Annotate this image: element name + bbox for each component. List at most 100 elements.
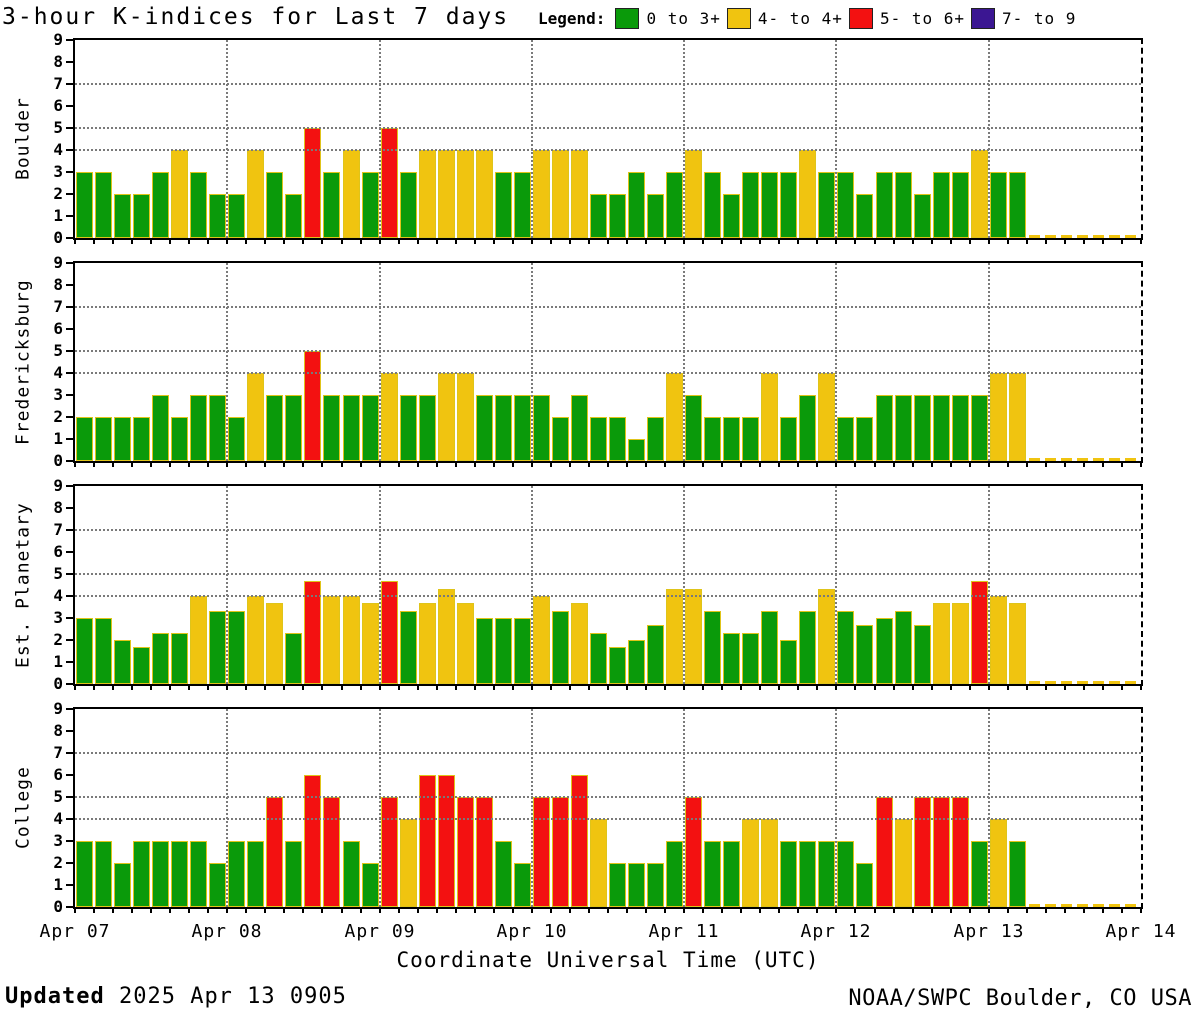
x-axis-minor-tick — [93, 909, 95, 913]
x-axis-minor-tick — [931, 686, 933, 690]
legend-item: 7- to 9 — [971, 8, 1076, 29]
y-axis-tick-label: 0 — [53, 674, 63, 693]
k-index-bar — [476, 618, 493, 684]
legend-swatch — [726, 8, 751, 29]
gridline-day-boundary — [531, 486, 533, 684]
x-axis-minor-tick — [131, 909, 133, 913]
y-axis-tick — [66, 438, 73, 440]
k-index-bar — [438, 589, 455, 684]
k-index-bar — [914, 797, 931, 907]
x-axis-minor-tick — [1121, 240, 1123, 244]
k-index-bar — [533, 596, 550, 684]
plot-border — [73, 38, 75, 240]
y-axis-tick — [66, 573, 73, 575]
gridline-day-boundary — [531, 263, 533, 461]
k-index-bar — [761, 819, 778, 907]
x-axis-minor-tick — [226, 909, 228, 913]
gridline-day-boundary — [226, 486, 228, 684]
panel-label-college: College — [12, 766, 34, 850]
x-axis-minor-tick — [188, 240, 190, 244]
y-axis-tick — [66, 61, 73, 63]
x-axis-minor-tick — [264, 463, 266, 467]
y-axis-tick-label: 7 — [53, 74, 63, 93]
x-axis-minor-tick — [645, 463, 647, 467]
x-axis-minor-tick — [645, 240, 647, 244]
y-axis-tick — [66, 237, 73, 239]
x-axis-minor-tick — [607, 909, 609, 913]
legend-item-label: 0 to 3+ — [646, 9, 721, 28]
y-axis-tick-label: 6 — [53, 96, 63, 115]
x-axis-minor-tick — [626, 463, 628, 467]
y-axis-tick-label: 2 — [53, 853, 63, 872]
x-axis-minor-tick — [360, 240, 362, 244]
k-index-bar — [343, 841, 360, 907]
k-index-bar — [723, 194, 740, 238]
x-axis-minor-tick — [816, 909, 818, 913]
plot-border — [75, 484, 1141, 486]
k-index-bar — [685, 589, 702, 684]
x-axis-minor-tick — [740, 909, 742, 913]
x-axis-minor-tick — [74, 909, 76, 913]
y-axis-tick — [66, 193, 73, 195]
k-index-bar — [323, 172, 340, 238]
gridline-day-boundary — [835, 263, 837, 461]
x-axis-minor-tick — [931, 463, 933, 467]
x-axis-minor-tick — [1121, 463, 1123, 467]
k-index-bar — [190, 172, 207, 238]
k-index-bar — [590, 417, 607, 461]
x-axis-minor-tick — [1064, 909, 1066, 913]
y-axis-tick-label: 3 — [53, 162, 63, 181]
y-axis-tick-label: 7 — [53, 743, 63, 762]
k-index-bar — [552, 150, 569, 238]
plot-border — [75, 38, 1141, 40]
x-axis-minor-tick — [740, 686, 742, 690]
y-axis-tick-label: 1 — [53, 652, 63, 671]
x-axis-minor-tick — [550, 240, 552, 244]
x-axis-minor-tick — [874, 686, 876, 690]
x-axis-minor-tick — [1140, 240, 1142, 244]
k-index-bar — [742, 633, 759, 684]
k-index-bar — [952, 603, 969, 684]
x-axis-minor-tick — [379, 240, 381, 244]
x-axis-minor-tick — [150, 463, 152, 467]
k-index-bar — [343, 596, 360, 684]
y-axis-tick-label: 9 — [53, 476, 63, 495]
x-axis-minor-tick — [455, 686, 457, 690]
x-axis-minor-tick — [417, 240, 419, 244]
k-index-bar — [552, 611, 569, 684]
y-axis-tick-label: 1 — [53, 875, 63, 894]
plot-border — [73, 261, 75, 463]
y-axis-tick — [66, 39, 73, 41]
x-axis-minor-tick — [816, 686, 818, 690]
y-axis-tick — [66, 171, 73, 173]
k-index-bar — [571, 150, 588, 238]
x-axis-minor-tick — [1045, 240, 1047, 244]
x-axis-minor-tick — [988, 463, 990, 467]
k-index-bar — [742, 417, 759, 461]
plot-border — [75, 261, 1141, 263]
x-axis-minor-tick — [969, 686, 971, 690]
x-axis-minor-tick — [778, 909, 780, 913]
k-index-bar — [343, 395, 360, 461]
x-axis-minor-tick — [1064, 240, 1066, 244]
gridline-day-boundary — [683, 263, 685, 461]
k-index-bar — [876, 172, 893, 238]
k-index-bar — [304, 128, 321, 238]
y-axis-tick-label: 5 — [53, 564, 63, 583]
y-axis-tick — [66, 485, 73, 487]
k-index-bar — [285, 633, 302, 684]
x-axis-minor-tick — [283, 909, 285, 913]
legend-item: 0 to 3+ — [615, 8, 720, 29]
k-index-bar — [1009, 841, 1026, 907]
x-axis-day-label: Apr 14 — [1105, 921, 1177, 942]
y-axis-tick-label: 5 — [53, 787, 63, 806]
x-axis-minor-tick — [569, 909, 571, 913]
x-axis-minor-tick — [93, 686, 95, 690]
x-axis-minor-tick — [131, 240, 133, 244]
x-axis-minor-tick — [207, 240, 209, 244]
x-axis-minor-tick — [1064, 463, 1066, 467]
gridline-day-boundary — [683, 486, 685, 684]
plot-border — [73, 484, 75, 686]
x-axis-minor-tick — [569, 240, 571, 244]
x-axis-minor-tick — [626, 909, 628, 913]
